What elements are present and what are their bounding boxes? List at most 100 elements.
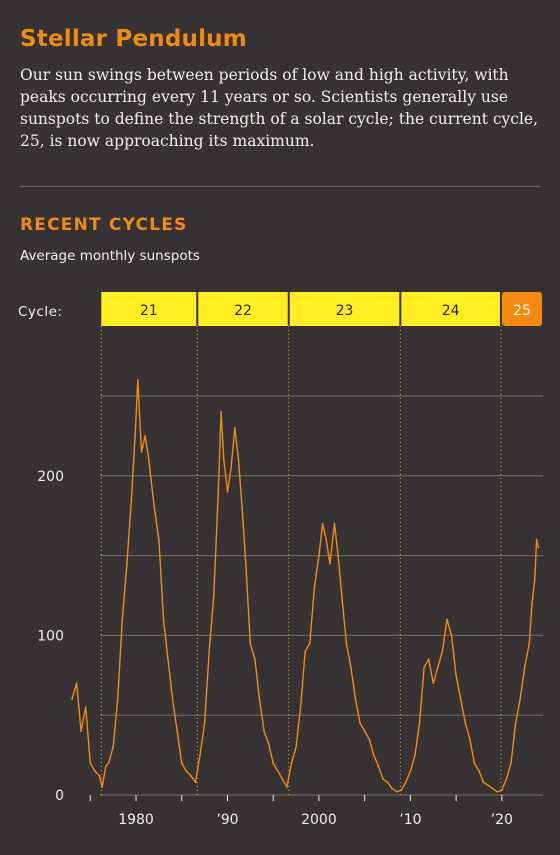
data-point bbox=[359, 722, 361, 725]
data-point bbox=[254, 658, 256, 661]
data-point bbox=[450, 634, 453, 637]
data-point bbox=[441, 650, 444, 653]
data-point bbox=[125, 562, 128, 565]
data-point bbox=[107, 762, 110, 764]
data-point bbox=[226, 490, 229, 493]
data-point bbox=[93, 770, 96, 772]
data-point bbox=[432, 682, 435, 685]
data-point bbox=[523, 666, 526, 669]
x-tick-label: 1980 bbox=[118, 812, 154, 828]
data-point bbox=[414, 754, 416, 756]
section-title: RECENT CYCLES bbox=[20, 215, 188, 235]
cycle-band-23 bbox=[289, 292, 400, 326]
data-point bbox=[496, 790, 499, 793]
data-point bbox=[519, 698, 522, 701]
data-point bbox=[258, 698, 261, 701]
data-point bbox=[423, 666, 426, 669]
data-point bbox=[436, 666, 439, 669]
data-point bbox=[409, 770, 412, 772]
data-point bbox=[500, 789, 503, 792]
sunspot-series-line bbox=[71, 379, 540, 793]
data-point bbox=[176, 730, 179, 733]
data-point bbox=[180, 762, 183, 764]
data-point bbox=[199, 754, 201, 756]
data-point bbox=[368, 738, 371, 741]
data-point bbox=[140, 450, 143, 453]
data-point bbox=[427, 658, 430, 661]
data-point bbox=[482, 781, 485, 784]
cycle-band-24 bbox=[401, 292, 500, 326]
data-point bbox=[391, 787, 393, 790]
cycle-label-21: 21 bbox=[140, 303, 158, 319]
data-point bbox=[329, 562, 331, 565]
data-point bbox=[241, 506, 244, 509]
data-point bbox=[337, 554, 340, 557]
data-point bbox=[244, 562, 247, 565]
data-point bbox=[233, 426, 236, 429]
data-point bbox=[325, 538, 328, 541]
data-point bbox=[514, 722, 517, 725]
data-point bbox=[194, 781, 197, 784]
x-tick-label: 2000 bbox=[301, 812, 337, 828]
data-point bbox=[272, 762, 275, 764]
data-point bbox=[263, 730, 265, 733]
data-point bbox=[372, 754, 375, 756]
data-point bbox=[286, 786, 288, 788]
data-point bbox=[153, 506, 156, 509]
data-point bbox=[75, 682, 78, 685]
data-point bbox=[171, 698, 174, 701]
data-point bbox=[185, 770, 188, 772]
data-point bbox=[299, 706, 302, 709]
data-point bbox=[249, 642, 252, 645]
data-point bbox=[418, 722, 421, 725]
data-point bbox=[446, 618, 448, 621]
data-point bbox=[71, 698, 73, 701]
data-point bbox=[84, 706, 87, 709]
data-point bbox=[340, 594, 343, 597]
data-point bbox=[535, 538, 538, 541]
data-point bbox=[531, 602, 533, 605]
data-point bbox=[505, 778, 508, 780]
data-point bbox=[363, 730, 366, 733]
data-point bbox=[473, 762, 476, 764]
data-point bbox=[208, 650, 211, 653]
intro-paragraph: Our sun swings between periods of low an… bbox=[20, 66, 539, 150]
data-point bbox=[395, 790, 398, 793]
data-point bbox=[354, 698, 357, 701]
data-point bbox=[101, 786, 104, 788]
data-point bbox=[345, 642, 348, 645]
data-point bbox=[167, 658, 169, 661]
data-point bbox=[212, 594, 215, 597]
x-tick-label: ’10 bbox=[399, 812, 421, 828]
data-point bbox=[98, 774, 101, 777]
data-point bbox=[104, 765, 107, 768]
cycle-band-21 bbox=[101, 292, 197, 326]
data-point bbox=[404, 781, 407, 784]
y-tick-label: 200 bbox=[37, 469, 64, 485]
cycle-band-25 bbox=[501, 292, 542, 326]
data-point bbox=[478, 770, 480, 772]
data-point bbox=[350, 666, 352, 669]
data-point bbox=[267, 743, 270, 745]
data-point bbox=[400, 789, 403, 792]
cycle-label: Cycle: bbox=[18, 304, 62, 320]
page-title: Stellar Pendulum bbox=[20, 26, 247, 52]
cycle-band-22 bbox=[198, 292, 288, 326]
data-point bbox=[455, 674, 458, 677]
data-point bbox=[89, 762, 92, 764]
data-point bbox=[230, 466, 233, 469]
data-point bbox=[203, 722, 206, 725]
data-point bbox=[147, 458, 150, 461]
x-tick-label: ’90 bbox=[216, 812, 238, 828]
cycle-label-23: 23 bbox=[336, 303, 354, 319]
data-point bbox=[189, 774, 192, 777]
data-point bbox=[318, 554, 320, 557]
sunspot-chart: Cycle: 0 100 200 21 22 23 24 25 1980 ’90 2000 ’10 ’20 bbox=[18, 292, 543, 828]
data-point bbox=[528, 642, 531, 645]
data-point bbox=[491, 787, 494, 790]
data-point bbox=[121, 618, 124, 621]
data-point bbox=[386, 781, 389, 784]
data-point bbox=[116, 698, 119, 701]
data-point bbox=[321, 522, 324, 525]
cycle-label-22: 22 bbox=[234, 303, 252, 319]
